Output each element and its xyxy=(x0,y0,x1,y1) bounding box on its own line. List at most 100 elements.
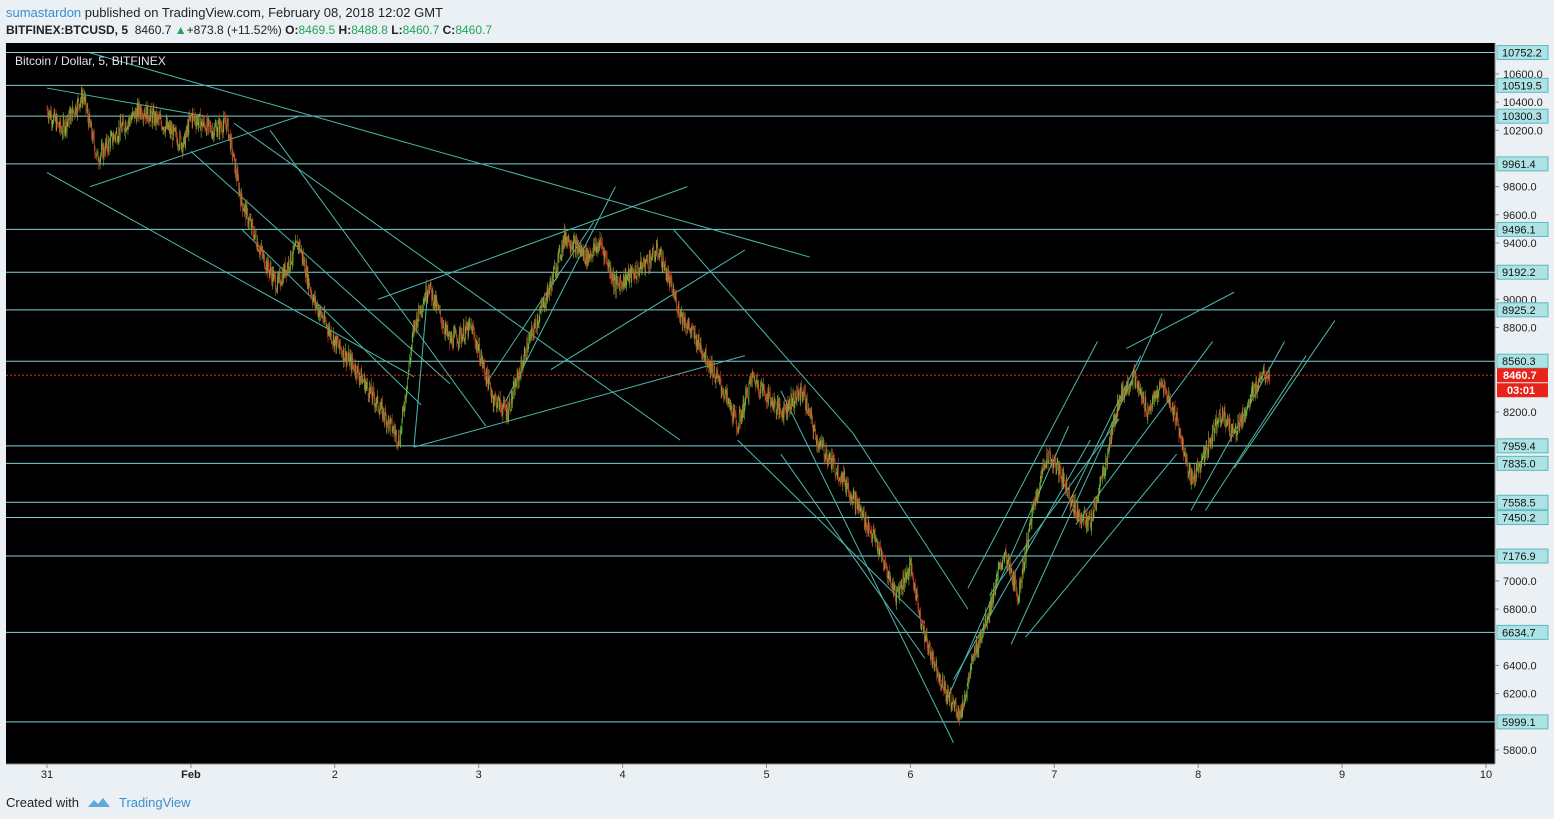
candle-body xyxy=(493,402,495,406)
candle-body xyxy=(1069,500,1071,504)
candle-body xyxy=(690,329,691,333)
candle-body xyxy=(936,660,938,677)
candle-body xyxy=(713,375,714,378)
candle-body xyxy=(1221,419,1222,421)
candle-body xyxy=(838,479,840,481)
candle-body xyxy=(303,255,304,264)
candle-body xyxy=(650,257,652,266)
candle-body xyxy=(347,357,348,359)
tradingview-link[interactable]: TradingView xyxy=(118,794,191,810)
candle-body xyxy=(523,353,525,363)
candle-body xyxy=(1016,585,1017,595)
candle-body xyxy=(890,576,892,587)
candle-body xyxy=(926,635,927,637)
candle-body xyxy=(1142,392,1143,400)
candle-body xyxy=(736,420,737,429)
candle-body xyxy=(475,341,476,348)
candle-body xyxy=(1068,487,1070,490)
candle-body xyxy=(881,555,882,557)
candle-body xyxy=(715,378,717,384)
candle-body xyxy=(172,129,173,141)
candle-body xyxy=(1145,397,1147,414)
candle-body xyxy=(152,109,154,113)
candle-body xyxy=(787,411,789,414)
candle-body xyxy=(351,356,352,370)
candle-body xyxy=(905,571,906,583)
candle-body xyxy=(975,650,976,657)
candle-body xyxy=(671,279,673,293)
candle-body xyxy=(1032,506,1033,510)
candle-body xyxy=(340,339,341,349)
candle-body xyxy=(182,146,184,152)
candle-body xyxy=(846,482,848,490)
candle-body xyxy=(1192,476,1193,479)
candle-body xyxy=(1166,396,1168,401)
candle-body xyxy=(426,296,428,299)
candle-body xyxy=(474,333,475,336)
candle-body xyxy=(978,640,980,651)
candle-body xyxy=(163,127,164,130)
chart-container[interactable]: 5800.0 6200.0 6400.0 6800.0 7000.0 8200.0 8800… xyxy=(6,43,1550,782)
candle-body xyxy=(859,503,860,512)
author-link[interactable]: sumastardon xyxy=(6,5,82,20)
candle-body xyxy=(84,97,85,101)
candle-body xyxy=(606,257,608,264)
trend-line xyxy=(967,341,1098,589)
candle-body xyxy=(569,245,570,247)
candle-body xyxy=(218,120,220,134)
candle-body xyxy=(704,353,706,360)
candle-body xyxy=(702,353,704,357)
candle-body xyxy=(692,328,694,330)
candle-body xyxy=(623,274,624,289)
candle-body xyxy=(801,391,803,397)
candle-body xyxy=(950,691,952,709)
candle-body xyxy=(494,395,496,397)
trend-line xyxy=(780,453,926,659)
candle-body xyxy=(731,405,733,418)
candle-body xyxy=(1113,417,1114,422)
candle-body xyxy=(725,389,727,397)
candle-body xyxy=(696,335,698,349)
candle-body xyxy=(1043,464,1044,466)
candle-body xyxy=(748,383,750,399)
candle-body xyxy=(1001,563,1003,565)
candle-body xyxy=(706,364,708,366)
candle-body xyxy=(1209,439,1211,448)
candle-body xyxy=(357,366,359,368)
candle-body xyxy=(645,260,647,263)
candle-body xyxy=(525,359,527,360)
candle-body xyxy=(698,335,699,346)
candle-body xyxy=(168,127,170,130)
chart-title: Bitcoin / Dollar, 5, BITFINEX xyxy=(15,54,166,68)
candle-body xyxy=(122,118,124,126)
candle-body xyxy=(721,390,723,392)
candle-body xyxy=(1229,419,1230,429)
candle-body xyxy=(1006,556,1007,569)
candle-body xyxy=(958,705,960,716)
candle-body xyxy=(970,670,971,678)
candle-body xyxy=(586,249,587,265)
candle-body xyxy=(1064,473,1065,481)
candle-body xyxy=(913,584,915,589)
candle-body xyxy=(920,624,922,625)
candle-body xyxy=(57,116,58,123)
candle-body xyxy=(653,248,655,255)
candle-body xyxy=(1266,377,1267,379)
candle-body xyxy=(349,352,350,366)
price-chart[interactable]: 5800.06200.06400.06800.07000.08200.08800… xyxy=(6,43,1550,782)
candle-body xyxy=(776,409,778,413)
candle-body xyxy=(883,561,884,570)
candle-body xyxy=(656,246,657,255)
candle-body xyxy=(322,316,324,321)
level-label: 9192.2 xyxy=(1502,267,1536,279)
candle-body xyxy=(419,305,420,313)
level-label: 7176.9 xyxy=(1502,551,1536,563)
candle-body xyxy=(270,267,272,274)
candle-body xyxy=(532,328,533,334)
candle-body xyxy=(659,254,660,258)
candle-body xyxy=(731,405,732,410)
candle-body xyxy=(781,416,783,418)
candle-body xyxy=(797,387,798,391)
candle-body xyxy=(255,236,257,245)
candle-body xyxy=(984,613,986,628)
